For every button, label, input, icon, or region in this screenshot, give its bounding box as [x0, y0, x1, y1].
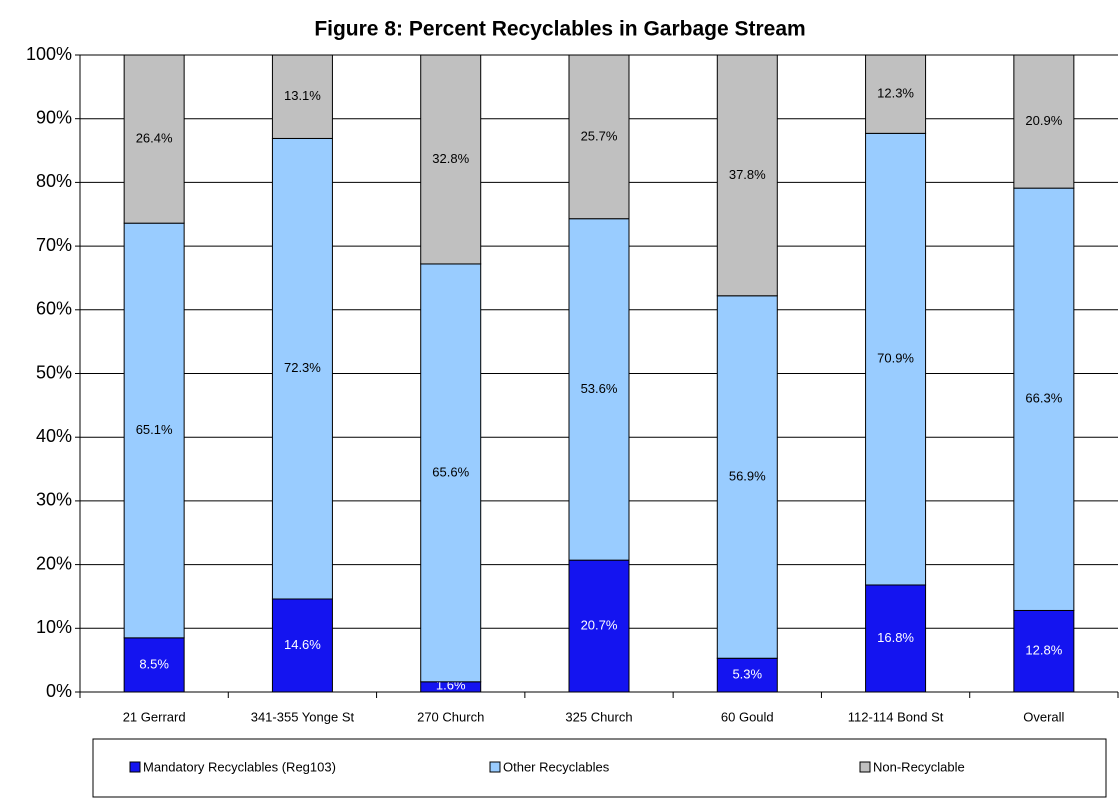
- x-tick-label: 325 Church: [565, 709, 632, 724]
- legend-swatch: [489, 761, 501, 773]
- bar-segment: [716, 295, 778, 659]
- bar-segment: [865, 132, 927, 586]
- bar-segment: [865, 584, 927, 693]
- legend-label: Other Recyclables: [503, 759, 610, 774]
- y-tick-label: 70%: [36, 235, 72, 255]
- bar-segment: [865, 54, 927, 134]
- bar-segment: [1013, 187, 1075, 611]
- bar-segment: [420, 54, 482, 265]
- bar-segment: [123, 54, 185, 224]
- data-label: 26.4%: [136, 131, 173, 146]
- bar-segment: [716, 54, 778, 297]
- bar-segment: [271, 54, 333, 139]
- y-tick-label: 30%: [36, 490, 72, 510]
- x-tick-label: Overall: [1023, 709, 1064, 724]
- y-tick-label: 50%: [36, 362, 72, 382]
- bar-segment: [716, 657, 778, 693]
- data-label: 12.3%: [877, 86, 914, 101]
- bar-segment: [1013, 54, 1075, 189]
- data-label: 20.9%: [1025, 113, 1062, 128]
- data-label: 66.3%: [1025, 391, 1062, 406]
- bar-segment: [123, 222, 185, 639]
- y-tick-label: 90%: [36, 107, 72, 127]
- y-tick-label: 100%: [26, 44, 72, 64]
- data-label: 65.1%: [136, 422, 173, 437]
- y-tick-label: 0%: [46, 681, 72, 701]
- data-label: 72.3%: [284, 360, 321, 375]
- legend-label: Mandatory Recyclables (Reg103): [143, 759, 336, 774]
- data-label: 8.5%: [139, 656, 169, 671]
- y-tick-label: 60%: [36, 299, 72, 319]
- data-label: 5.3%: [732, 667, 762, 682]
- x-tick-label: 21 Gerrard: [123, 709, 186, 724]
- data-label: 37.8%: [729, 167, 766, 182]
- bar-segment: [271, 598, 333, 693]
- legend-swatch: [859, 761, 871, 773]
- data-label: 53.6%: [581, 381, 618, 396]
- y-tick-label: 20%: [36, 553, 72, 573]
- y-tick-label: 10%: [36, 617, 72, 637]
- data-label: 20.7%: [581, 618, 618, 633]
- data-label: 16.8%: [877, 630, 914, 645]
- bar-segment: [1013, 609, 1075, 693]
- bar-segment: [568, 559, 630, 693]
- x-tick-label: 112-114 Bond St: [848, 709, 944, 724]
- y-tick-label: 40%: [36, 426, 72, 446]
- x-tick-label: 60 Gould: [721, 709, 774, 724]
- data-label: 65.6%: [432, 464, 469, 479]
- legend-swatch: [129, 761, 141, 773]
- legend-label: Non-Recyclable: [873, 759, 965, 774]
- y-tick-label: 80%: [36, 171, 72, 191]
- bar-segment: [123, 637, 185, 693]
- data-label: 12.8%: [1025, 643, 1062, 658]
- bar-segment: [420, 263, 482, 683]
- legend-box: [92, 738, 1107, 798]
- data-label: 70.9%: [877, 351, 914, 366]
- data-label: 14.6%: [284, 637, 321, 652]
- bar-segment: [568, 54, 630, 220]
- x-tick-label: 270 Church: [417, 709, 484, 724]
- data-label: 32.8%: [432, 151, 469, 166]
- bar-segment: [271, 137, 333, 600]
- x-tick-label: 341-355 Yonge St: [251, 709, 355, 724]
- data-label: 25.7%: [581, 128, 618, 143]
- data-label: 13.1%: [284, 88, 321, 103]
- data-label: 56.9%: [729, 468, 766, 483]
- bar-segment: [568, 218, 630, 561]
- chart-title: Figure 8: Percent Recyclables in Garbage…: [314, 18, 805, 41]
